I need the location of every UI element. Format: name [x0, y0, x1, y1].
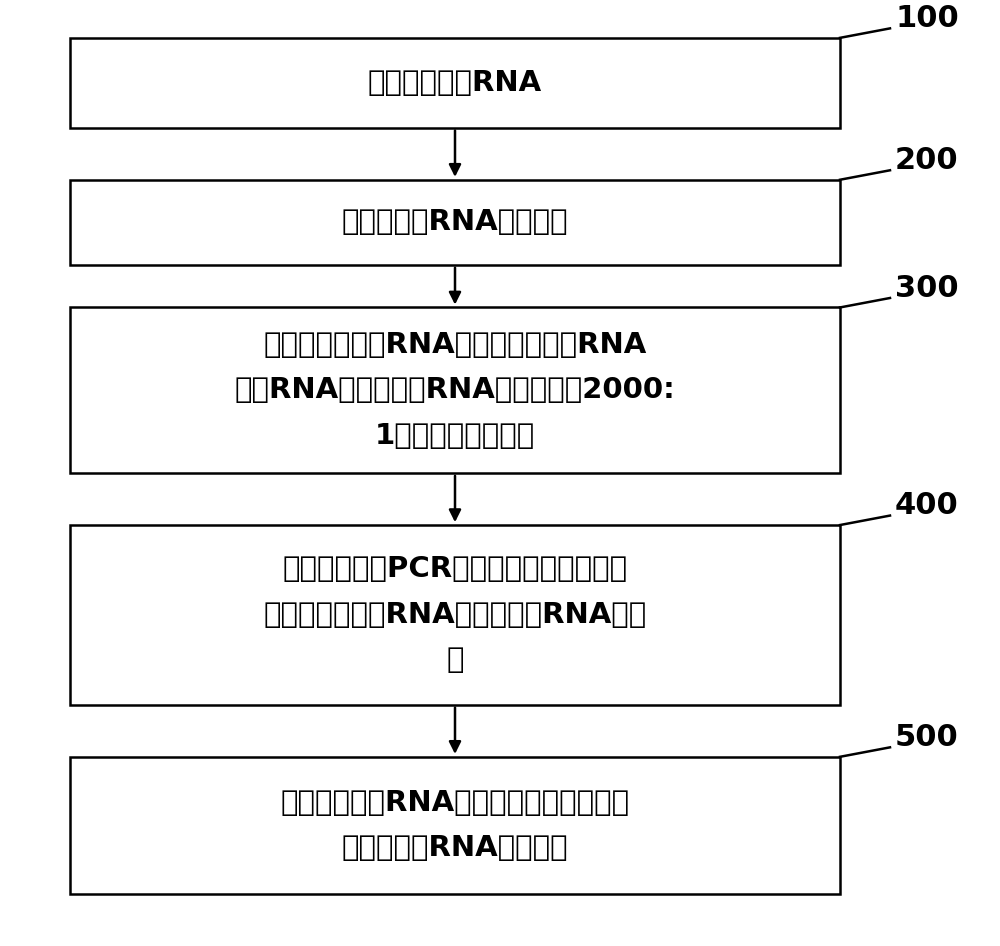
Text: ，总RNA与外源环状RNA的质量比为2000:: ，总RNA与外源环状RNA的质量比为2000: — [235, 377, 675, 404]
Text: 200: 200 — [895, 146, 959, 175]
Bar — [70, 38, 840, 128]
Bar — [70, 307, 840, 473]
Text: 量: 量 — [446, 646, 464, 674]
Text: 500: 500 — [895, 723, 959, 752]
Bar — [70, 180, 840, 265]
Text: 100: 100 — [895, 4, 959, 33]
Bar — [70, 757, 840, 894]
Text: 向待检样本的总RNA中加入外源环状RNA: 向待检样本的总RNA中加入外源环状RNA — [263, 331, 647, 359]
Text: 根据外源环状RNA的含量确定待检样本中: 根据外源环状RNA的含量确定待检样本中 — [280, 789, 630, 816]
Text: 的目标环状RNA的表达量: 的目标环状RNA的表达量 — [342, 834, 568, 862]
Text: 制备外源环状RNA: 制备外源环状RNA — [368, 69, 542, 96]
Text: 对外源环状RNA进行质控: 对外源环状RNA进行质控 — [342, 208, 568, 236]
Text: 物中的目标环状RNA和外源环状RNA的含: 物中的目标环状RNA和外源环状RNA的含 — [263, 601, 647, 629]
Text: 利用实时定量PCR方法分别检测第一混合: 利用实时定量PCR方法分别检测第一混合 — [282, 555, 628, 584]
Text: 1，得到第一混合物: 1，得到第一混合物 — [375, 422, 535, 449]
Text: 400: 400 — [895, 491, 959, 520]
Text: 300: 300 — [895, 273, 959, 303]
Bar — [70, 525, 840, 705]
